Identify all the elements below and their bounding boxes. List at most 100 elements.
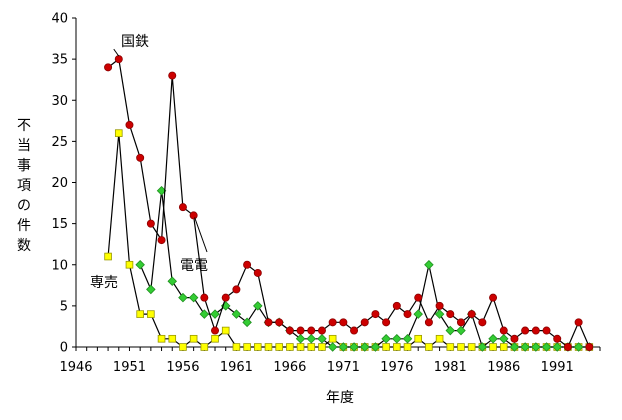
- data-point: [264, 343, 273, 351]
- data-point: [393, 343, 401, 351]
- data-point: [253, 301, 263, 311]
- data-point: [467, 310, 476, 319]
- y-tick-label: 0: [60, 341, 68, 356]
- data-point: [499, 326, 508, 335]
- data-point: [381, 334, 391, 344]
- data-point: [306, 334, 317, 344]
- data-point: [275, 343, 283, 351]
- data-point: [296, 343, 305, 351]
- y-tick-label: 30: [51, 94, 68, 109]
- data-point: [531, 326, 540, 335]
- series-2: [104, 129, 594, 351]
- data-point: [136, 310, 144, 318]
- data-point: [424, 318, 433, 327]
- data-point: [253, 268, 262, 277]
- data-point: [510, 334, 519, 343]
- data-point: [467, 343, 476, 351]
- data-point: [477, 342, 488, 352]
- y-axis-title-char: 当: [17, 138, 31, 154]
- data-point: [221, 293, 230, 302]
- data-point: [275, 318, 284, 327]
- x-tick-label: 1986: [487, 360, 520, 375]
- data-point: [136, 153, 145, 162]
- data-point: [114, 129, 123, 137]
- data-point: [434, 309, 445, 319]
- data-point: [188, 292, 199, 303]
- data-point: [574, 318, 583, 327]
- data-point: [168, 71, 177, 80]
- data-point: [327, 342, 338, 352]
- data-point: [541, 342, 552, 352]
- data-point: [349, 342, 359, 352]
- data-point: [457, 343, 465, 351]
- series-line: [107, 133, 590, 348]
- data-point: [232, 285, 241, 294]
- y-tick-label: 20: [51, 176, 68, 191]
- x-axis-title: 年度: [326, 390, 354, 406]
- data-point: [210, 309, 220, 319]
- x-tick-label: 1951: [113, 360, 146, 375]
- data-point: [178, 292, 188, 303]
- data-point: [435, 334, 444, 343]
- data-point: [147, 310, 155, 318]
- y-tick-label: 15: [51, 217, 68, 232]
- data-point: [498, 334, 509, 344]
- data-point: [382, 343, 390, 351]
- data-point: [392, 334, 402, 344]
- x-tick-label: 1981: [434, 360, 467, 375]
- series-layer: [104, 48, 595, 352]
- data-point: [489, 343, 497, 351]
- data-point: [125, 120, 134, 129]
- data-point: [371, 310, 380, 319]
- data-point: [211, 334, 219, 343]
- data-point: [189, 334, 198, 343]
- data-point: [573, 342, 584, 352]
- data-point: [104, 63, 113, 72]
- series-label-kokutetsu: 国鉄: [121, 34, 149, 50]
- data-point: [552, 342, 562, 352]
- data-point: [285, 326, 294, 335]
- data-point: [231, 309, 242, 319]
- data-point: [189, 211, 198, 220]
- series-label-senbai: 専売: [90, 275, 118, 291]
- data-point: [179, 343, 187, 351]
- data-point: [402, 334, 413, 344]
- y-axis-title-char: 事: [17, 158, 31, 174]
- data-point: [338, 342, 349, 352]
- leader-line-kokutetsu: [113, 48, 120, 57]
- y-tick-label: 25: [51, 135, 68, 150]
- data-point: [370, 342, 381, 352]
- data-point: [392, 301, 401, 310]
- data-point: [328, 334, 337, 343]
- data-point: [200, 343, 209, 351]
- data-point: [286, 343, 294, 351]
- data-point: [168, 334, 177, 343]
- data-point: [359, 342, 370, 352]
- data-point: [296, 326, 305, 335]
- data-point: [445, 325, 456, 336]
- data-point: [157, 236, 166, 245]
- data-point: [135, 259, 145, 270]
- data-point: [521, 326, 530, 335]
- data-point: [563, 342, 572, 351]
- data-point: [542, 326, 551, 335]
- data-point: [520, 342, 530, 352]
- data-point: [157, 334, 166, 343]
- data-point: [456, 325, 466, 336]
- data-point: [489, 293, 498, 302]
- data-point: [403, 310, 412, 319]
- data-point: [200, 293, 209, 302]
- data-point: [350, 326, 359, 335]
- data-point: [499, 343, 508, 351]
- data-point: [221, 326, 230, 335]
- data-point: [488, 334, 498, 344]
- data-point: [243, 260, 252, 269]
- data-point: [199, 309, 210, 319]
- data-point: [446, 310, 455, 319]
- data-point: [478, 318, 487, 327]
- y-tick-label: 40: [51, 12, 68, 27]
- data-point: [307, 326, 316, 335]
- y-axis-title-char: 項: [17, 178, 31, 194]
- data-point: [425, 343, 433, 351]
